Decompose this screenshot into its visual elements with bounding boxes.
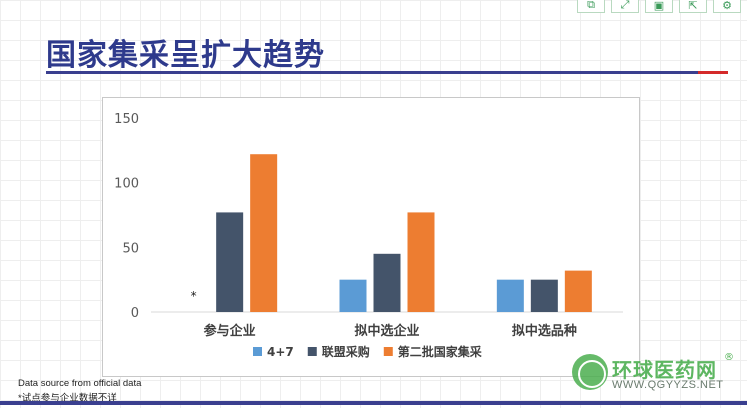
legend-label: 第二批国家集采	[398, 344, 482, 359]
x-category-label: 拟中选企业	[354, 323, 419, 339]
title-underline-accent	[698, 71, 728, 74]
legend-swatch	[383, 347, 393, 356]
data-source-note: Data source from official data	[18, 378, 142, 389]
bar-3-1	[250, 154, 278, 312]
legend-swatch	[307, 347, 317, 356]
legend-swatch	[253, 347, 262, 356]
registered-mark: ®	[724, 352, 734, 363]
x-category-label: 参与企业	[204, 323, 256, 339]
bar-1-2	[339, 279, 367, 312]
copy-icon[interactable]: ⧉	[577, 0, 605, 13]
chart-container: 0 50 100 150 * 参与企业 拟中选企业 拟中选品种 4+7 联盟采购 第二批国家集采	[102, 97, 640, 377]
settings-icon[interactable]: ⚙	[713, 0, 741, 13]
save-icon[interactable]: ▣	[645, 0, 673, 13]
bar-1-3	[496, 279, 524, 312]
y-tick-label: 50	[122, 241, 139, 256]
title-underline	[46, 71, 728, 74]
toolbar: ⧉ ⤢ ▣ ⇱ ⚙	[577, 0, 741, 13]
share-icon[interactable]: ⇱	[679, 0, 707, 13]
missing-data-asterisk: *	[191, 289, 197, 303]
asterisk-footnote: *试点参与企业数据不详	[18, 393, 117, 404]
watermark: 环球医药网 ® WWW.QGYYZS.NET	[572, 352, 742, 394]
bar-2-2	[373, 253, 401, 312]
bar-3-2	[407, 212, 435, 312]
legend-label: 联盟采购	[322, 344, 370, 359]
y-tick-label: 100	[114, 177, 139, 192]
slide-title: 国家集采呈扩大趋势	[46, 38, 325, 73]
y-tick-label: 150	[114, 112, 139, 127]
expand-icon[interactable]: ⤢	[611, 0, 639, 13]
bar-2-3	[530, 279, 558, 312]
bottom-border	[0, 401, 747, 405]
legend-label: 4+7	[267, 345, 294, 359]
watermark-name: 环球医药网	[612, 358, 717, 382]
y-tick-label: 0	[131, 306, 139, 321]
bar-2-1	[216, 212, 244, 312]
globe-logo-icon	[572, 354, 608, 390]
bar-3-3	[564, 270, 592, 312]
watermark-url: WWW.QGYYZS.NET	[612, 379, 724, 391]
bar-chart: 0 50 100 150 * 参与企业 拟中选企业 拟中选品种 4+7 联盟采购 第二批国家集采	[114, 112, 623, 359]
x-category-label: 拟中选品种	[512, 323, 577, 339]
